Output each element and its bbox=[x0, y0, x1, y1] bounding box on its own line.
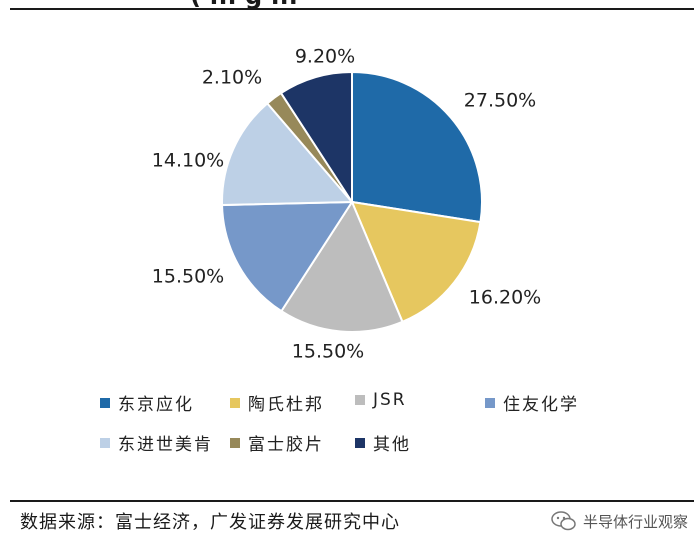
pie-slice-3 bbox=[221, 200, 354, 313]
bottom-rule bbox=[10, 500, 694, 502]
legend-item-3: 住友化学 bbox=[485, 390, 579, 415]
legend-swatch bbox=[355, 437, 365, 448]
source-note: 数据来源：富士经济，广发证券发展研究中心 bbox=[20, 512, 400, 533]
clipped-title-fragment: ( ... g ... bbox=[190, 0, 298, 10]
wechat-icon bbox=[551, 511, 576, 531]
legend-item-0: 东京应化 bbox=[100, 390, 194, 415]
top-rule bbox=[10, 8, 694, 10]
legend-item-6: 其他 bbox=[355, 430, 411, 455]
watermark: 半导体行业观察 bbox=[551, 510, 688, 532]
legend-label: 东进世美肯 bbox=[118, 435, 213, 455]
legend-item-5: 富士胶片 bbox=[230, 430, 324, 455]
legend-swatch bbox=[230, 437, 240, 448]
legend-item-2: JSR bbox=[355, 390, 407, 410]
legend-label: 陶氏杜邦 bbox=[248, 395, 324, 415]
legend-label: 富士胶片 bbox=[248, 435, 324, 455]
legend-swatch bbox=[355, 395, 365, 405]
legend-swatch bbox=[100, 397, 110, 408]
pie-slice-1 bbox=[350, 200, 482, 324]
legend-label: 住友化学 bbox=[503, 395, 579, 415]
legend-label: 东京应化 bbox=[118, 395, 194, 415]
legend-label: 其他 bbox=[373, 435, 411, 455]
slice-label-3: 15.50% bbox=[152, 266, 224, 288]
legend-item-4: 东进世美肯 bbox=[100, 430, 213, 455]
watermark-text: 半导体行业观察 bbox=[582, 512, 688, 531]
slice-label-1: 16.20% bbox=[469, 287, 541, 309]
pie-slice-4 bbox=[221, 101, 355, 207]
slice-label-0: 27.50% bbox=[464, 90, 536, 112]
legend-swatch bbox=[485, 397, 495, 408]
legend-swatch bbox=[100, 437, 110, 448]
slice-label-2: 15.50% bbox=[292, 341, 364, 363]
pie-slice-2 bbox=[279, 199, 404, 333]
slice-label-5: 2.10% bbox=[202, 67, 262, 89]
pie-slice-6 bbox=[279, 70, 353, 206]
pie-slice-0 bbox=[351, 70, 483, 224]
slice-label-6: 9.20% bbox=[295, 46, 355, 68]
slice-label-4: 14.10% bbox=[152, 150, 224, 172]
legend-swatch bbox=[230, 397, 240, 408]
pie-chart: 27.50% 16.20% 15.50% 15.50% 14.10% 2.10% 9.20% bbox=[152, 46, 541, 363]
legend-label: JSR bbox=[373, 390, 407, 410]
legend-item-1: 陶氏杜邦 bbox=[230, 390, 324, 415]
